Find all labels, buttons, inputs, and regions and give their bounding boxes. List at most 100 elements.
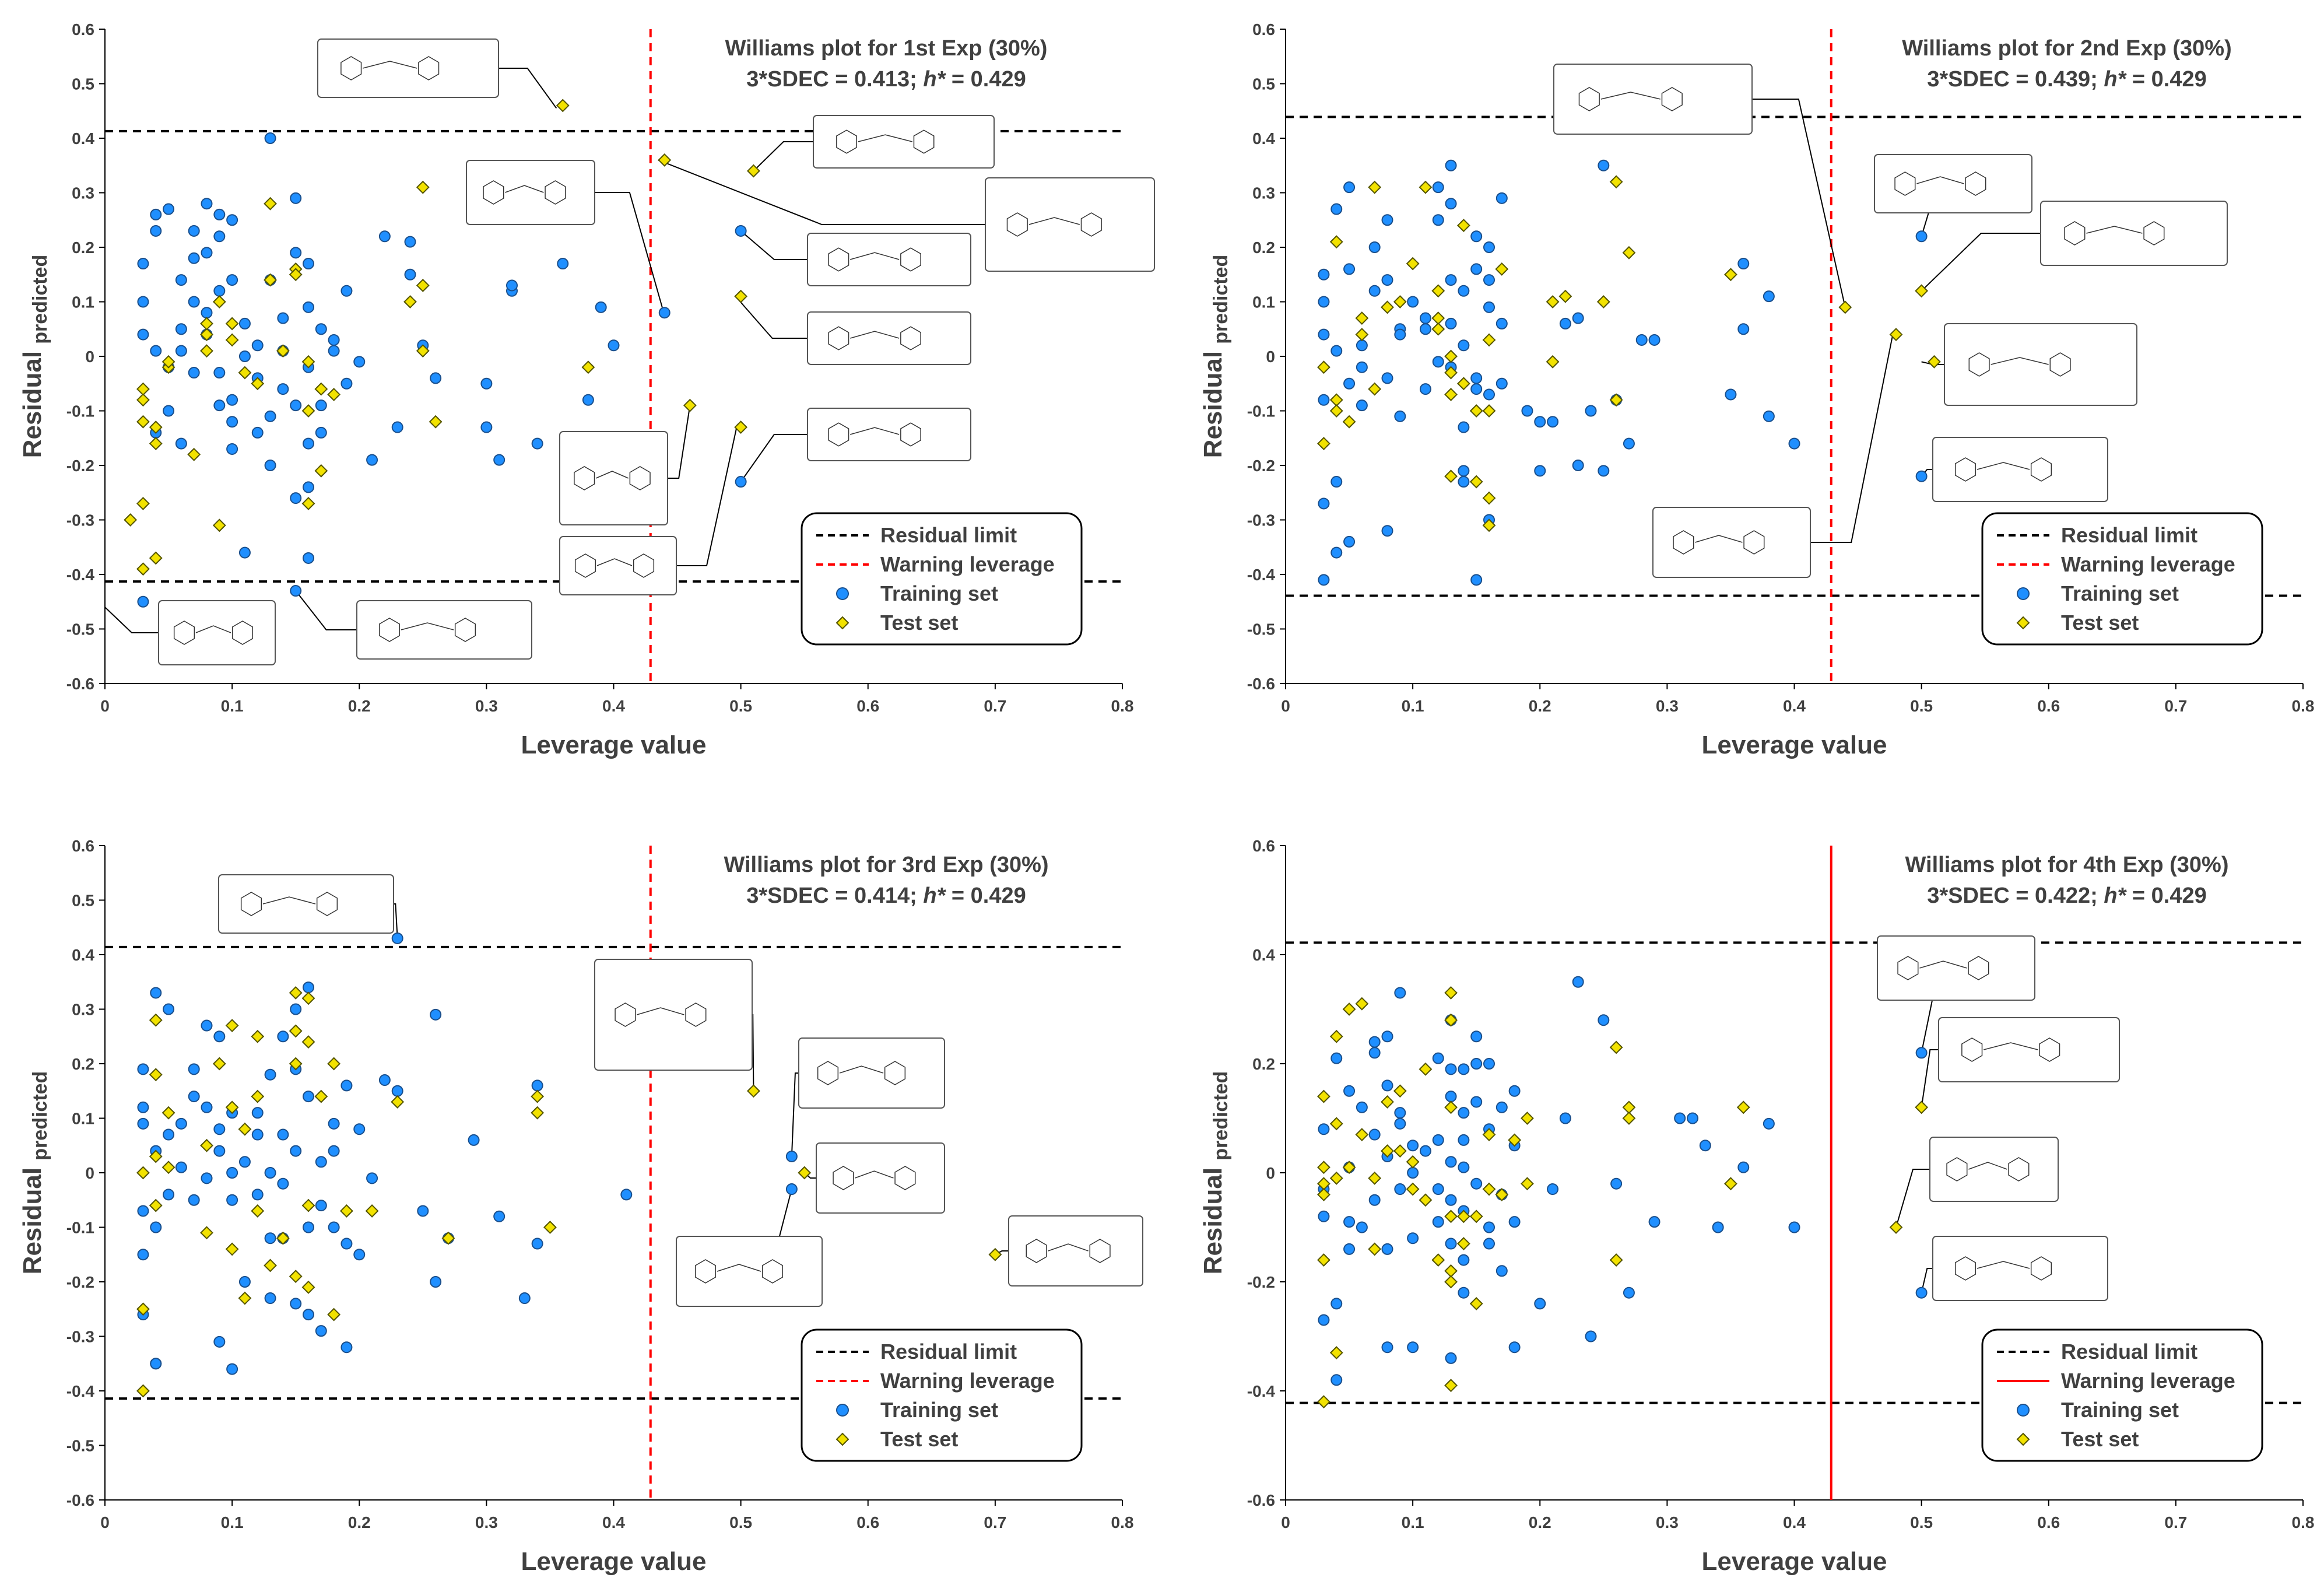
test-point (1469, 1210, 1483, 1224)
training-point (340, 285, 353, 297)
test-point (264, 197, 277, 211)
training-point (137, 1101, 149, 1113)
ring-shape (833, 1166, 854, 1190)
training-point (137, 1063, 149, 1075)
linker-shape (1991, 357, 2049, 365)
training-point (404, 236, 416, 248)
test-point (149, 1068, 163, 1082)
test-point (1609, 1040, 1623, 1054)
training-point (1915, 470, 1928, 482)
test-point (416, 279, 430, 292)
training-point (1610, 1177, 1623, 1190)
ring-shape (231, 621, 254, 645)
test-point (314, 382, 328, 396)
training-point (1445, 1156, 1457, 1168)
legend-test-swatch (835, 616, 849, 630)
y-axis-label-main: Residual (1199, 1161, 1227, 1275)
test-point (581, 360, 595, 374)
training-point (1432, 1216, 1444, 1228)
training-point (264, 410, 276, 422)
training-point (417, 1205, 429, 1217)
test-point (747, 164, 760, 178)
callout-leader-line (740, 230, 808, 260)
structure-drawing (1954, 457, 2052, 482)
legend-test-swatch (835, 1432, 849, 1446)
test-point (136, 393, 150, 407)
legend-box (1981, 1328, 2263, 1462)
subtitle-hvalue: = 0.429 (2126, 67, 2206, 92)
training-point (480, 421, 493, 433)
training-point (506, 279, 518, 292)
training-point (1432, 1183, 1444, 1196)
y-axis-label-sub: predicted (1210, 255, 1232, 344)
training-point (201, 1101, 213, 1113)
training-point (1381, 1341, 1393, 1354)
training-point (1470, 1058, 1483, 1070)
x-tick-label: 0.5 (729, 697, 752, 715)
x-tick-label: 0.4 (1783, 1513, 1806, 1531)
test-point (301, 404, 315, 418)
ring-shape (1089, 1239, 1111, 1263)
legend-residual-limit: Residual limit (2061, 1340, 2197, 1363)
training-point (1470, 263, 1483, 275)
training-point (264, 1292, 276, 1305)
y-tick-label: -0.6 (66, 675, 94, 693)
training-point (1407, 1167, 1419, 1179)
legend-warning-leverage: Warning leverage (880, 552, 1055, 576)
ring-shape (900, 326, 921, 350)
y-tick-label: -0.6 (1247, 675, 1275, 693)
training-point (1318, 394, 1330, 406)
subtitle-sdec: 3*SDEC = 0.439; (1927, 67, 2104, 92)
training-point (1381, 1243, 1393, 1255)
test-point (1381, 1144, 1394, 1158)
training-point (226, 214, 238, 226)
test-point (1482, 1182, 1496, 1196)
structure-drawing (1968, 352, 2071, 377)
test-point (543, 1221, 557, 1234)
training-point (251, 1107, 264, 1119)
ring-shape (2030, 457, 2052, 482)
training-point (303, 981, 314, 994)
training-point (1598, 465, 1610, 477)
ring-shape (817, 1061, 839, 1085)
training-point (1368, 1128, 1381, 1141)
training-point (1495, 192, 1508, 204)
ring-shape (884, 1061, 906, 1085)
linker-shape (2086, 226, 2143, 234)
training-point (238, 350, 251, 362)
ring-shape (1006, 212, 1028, 237)
training-point (1508, 1216, 1521, 1228)
training-point (1458, 1161, 1470, 1173)
structure-callout-box (1929, 1137, 2059, 1202)
training-point (1737, 1161, 1750, 1173)
training-point (1674, 1112, 1686, 1124)
training-point (1458, 285, 1470, 297)
training-point (480, 377, 493, 390)
structure-callout-box (807, 408, 971, 461)
test-point (149, 1198, 163, 1212)
training-point (1445, 274, 1457, 286)
test-point (251, 1204, 265, 1218)
test-point (416, 344, 430, 358)
structure-callout-box (1877, 935, 2035, 1001)
training-point (150, 345, 162, 357)
test-point (1419, 1193, 1433, 1207)
x-tick-label: 0.3 (475, 697, 498, 715)
legend: Residual limit Warning leverage Training s… (801, 1328, 1083, 1462)
test-point (301, 355, 315, 369)
training-point (315, 399, 327, 412)
training-point (1432, 356, 1444, 368)
legend-training-swatch (2017, 1404, 2030, 1417)
training-point (1483, 274, 1495, 286)
y-tick-label: -0.5 (66, 1437, 94, 1455)
test-point (136, 1384, 150, 1398)
training-point (1445, 159, 1457, 171)
x-axis-label: Leverage value (1702, 1547, 1887, 1576)
test-point (1431, 284, 1445, 298)
test-point (1355, 997, 1369, 1011)
y-tick-label: -0.3 (66, 1328, 94, 1346)
y-tick-label: 0 (1266, 1164, 1275, 1182)
legend-box (801, 512, 1083, 646)
training-point (1330, 546, 1343, 559)
training-point (328, 1221, 340, 1233)
